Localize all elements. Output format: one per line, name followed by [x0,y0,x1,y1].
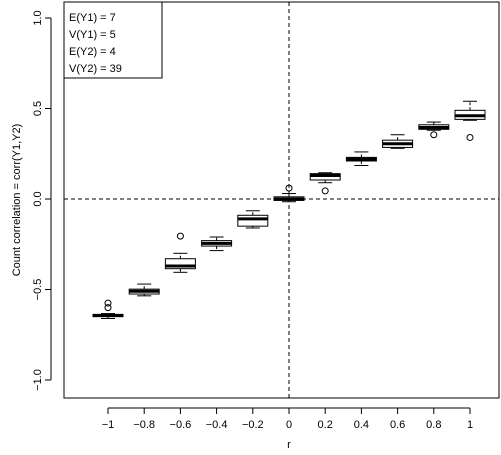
box-group [201,236,233,252]
outlier-point [430,131,438,139]
box [237,214,269,227]
box-group [418,121,450,139]
x-tick-label: −1 [102,419,115,431]
y-tick-label: −0.5 [32,279,44,301]
y-axis-title: Count correlation = corr(Y1,Y2) [11,124,23,277]
box-group [382,134,414,149]
x-tick-label: 0.4 [354,419,369,431]
x-axis-title: r [287,439,291,451]
y-axis: −1.0 −0.5 0.0 0.5 1.0 [32,10,52,391]
x-tick-label: 0.2 [318,419,333,431]
x-tick-label: −0.2 [242,419,264,431]
outlier-point [176,232,184,240]
legend-box [63,1,163,79]
legend-entry: V(Y1) = 5 [69,29,116,41]
box-group [237,210,269,229]
y-tick-label: −1.0 [32,369,44,391]
legend-entry: V(Y2) = 39 [69,63,122,75]
box-group [273,184,305,203]
x-axis: −1 −0.8 −0.6 −0.4 −0.2 0 0.2 0.4 0.6 0.8 1 [102,407,473,431]
outlier-point [285,184,293,192]
x-tick-label: 0.8 [426,419,441,431]
y-tick-label: 0.5 [32,101,44,116]
box-group [92,299,124,319]
box-group [454,100,486,141]
legend-entry: E(Y2) = 4 [69,46,116,58]
x-tick-label: −0.6 [170,419,192,431]
box [164,258,196,270]
x-tick-label: −0.8 [133,419,155,431]
x-tick-label: −0.4 [206,419,228,431]
outlier-point [321,187,329,195]
x-tick-label: 0.6 [390,419,405,431]
x-tick-label: 0 [286,419,292,431]
y-tick-label: 0.0 [32,191,44,206]
box-group [345,151,377,167]
box-series [92,100,486,319]
plot-frame [63,1,500,399]
y-tick-label: 1.0 [32,10,44,25]
box-group [164,232,196,273]
legend-entry: E(Y1) = 7 [69,12,116,24]
outlier-point [104,299,112,307]
legend: E(Y1) = 7 V(Y1) = 5 E(Y2) = 4 V(Y2) = 39 [63,1,163,79]
outlier-point [466,133,474,141]
box-group [128,283,160,297]
outlier-point [104,304,112,312]
x-tick-label: 1 [467,419,473,431]
box-group [309,172,341,195]
